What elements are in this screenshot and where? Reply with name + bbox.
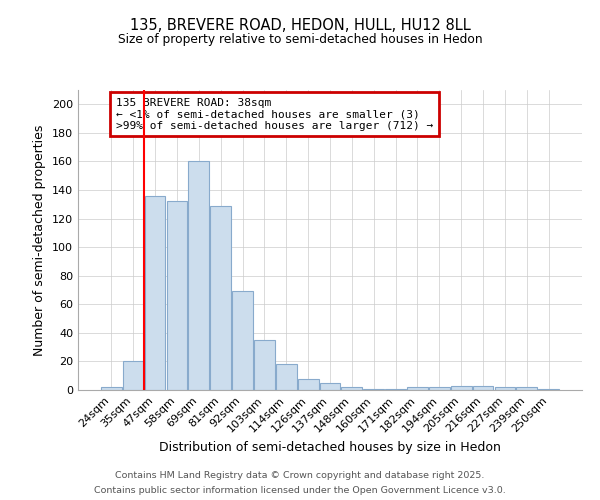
Text: Contains HM Land Registry data © Crown copyright and database right 2025.: Contains HM Land Registry data © Crown c…: [115, 471, 485, 480]
Bar: [123, 362, 143, 390]
Bar: [429, 387, 450, 390]
Bar: [364, 388, 384, 390]
Text: 135 BREVERE ROAD: 38sqm
← <1% of semi-detached houses are smaller (3)
>99% of se: 135 BREVERE ROAD: 38sqm ← <1% of semi-de…: [116, 98, 433, 130]
Bar: [407, 387, 428, 390]
Bar: [538, 388, 559, 390]
Bar: [167, 202, 187, 390]
Bar: [473, 386, 493, 390]
Bar: [145, 196, 166, 390]
Bar: [232, 292, 253, 390]
X-axis label: Distribution of semi-detached houses by size in Hedon: Distribution of semi-detached houses by …: [159, 441, 501, 454]
Text: Size of property relative to semi-detached houses in Hedon: Size of property relative to semi-detach…: [118, 32, 482, 46]
Bar: [341, 387, 362, 390]
Bar: [188, 162, 209, 390]
Text: Contains public sector information licensed under the Open Government Licence v3: Contains public sector information licen…: [94, 486, 506, 495]
Bar: [320, 383, 340, 390]
Bar: [517, 387, 537, 390]
Bar: [101, 387, 122, 390]
Bar: [210, 206, 231, 390]
Bar: [276, 364, 296, 390]
Y-axis label: Number of semi-detached properties: Number of semi-detached properties: [34, 124, 46, 356]
Text: 135, BREVERE ROAD, HEDON, HULL, HU12 8LL: 135, BREVERE ROAD, HEDON, HULL, HU12 8LL: [130, 18, 470, 32]
Bar: [254, 340, 275, 390]
Bar: [494, 387, 515, 390]
Bar: [385, 388, 406, 390]
Bar: [451, 386, 472, 390]
Bar: [298, 378, 319, 390]
